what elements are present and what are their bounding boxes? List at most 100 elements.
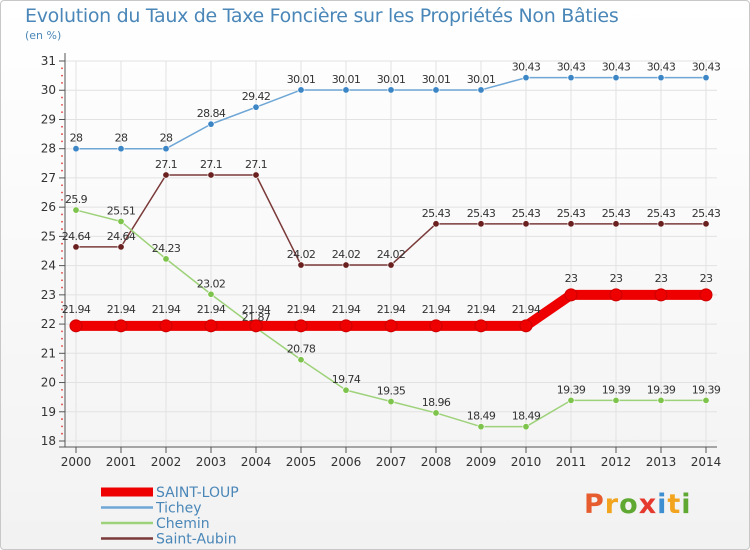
- data-point-saint-aubin: [432, 220, 440, 228]
- y-minor-tick: [61, 67, 63, 70]
- data-point-saint-loup: [429, 319, 443, 333]
- data-point-saint-loup: [699, 288, 713, 302]
- data-label-saint-aubin: 25.43: [692, 207, 721, 220]
- y-minor-tick: [61, 315, 63, 318]
- data-label-saint-loup: 23: [700, 272, 713, 285]
- data-label-tichey: 28: [115, 132, 128, 145]
- data-point-saint-aubin: [252, 171, 260, 179]
- y-tick-label: 25: [41, 229, 56, 243]
- x-tick-label: 2010: [511, 455, 542, 469]
- x-tick-label: 2006: [331, 455, 362, 469]
- y-minor-tick: [61, 396, 63, 399]
- data-label-chemin: 18.49: [512, 410, 541, 423]
- data-label-saint-loup: 23: [565, 272, 578, 285]
- data-label-tichey: 30.43: [692, 61, 721, 74]
- y-minor-tick: [61, 330, 63, 333]
- data-label-chemin: 19.35: [377, 385, 406, 398]
- data-label-tichey: 30.43: [512, 61, 541, 74]
- data-point-tichey: [162, 145, 170, 153]
- data-point-chemin: [207, 290, 215, 298]
- data-label-saint-aubin: 25.43: [557, 207, 586, 220]
- x-tick-label: 2003: [196, 455, 227, 469]
- y-minor-tick: [61, 162, 63, 165]
- y-minor-tick: [61, 337, 63, 340]
- y-minor-tick: [61, 103, 63, 106]
- data-label-tichey: 30.01: [332, 73, 361, 86]
- data-point-chemin: [522, 423, 530, 431]
- data-label-chemin: 19.39: [602, 383, 631, 396]
- data-label-saint-loup: 21.94: [197, 303, 226, 316]
- data-label-saint-loup: 21.94: [242, 303, 271, 316]
- y-minor-tick: [61, 140, 63, 143]
- data-label-saint-aubin: 25.43: [602, 207, 631, 220]
- data-label-saint-aubin: 25.43: [467, 207, 496, 220]
- y-minor-tick: [61, 250, 63, 252]
- data-point-saint-aubin: [522, 220, 530, 228]
- data-label-saint-loup: 21.94: [422, 303, 451, 316]
- data-point-saint-loup: [159, 319, 173, 333]
- data-label-chemin: 25.9: [65, 193, 88, 206]
- y-minor-tick: [61, 345, 63, 347]
- x-tick-label: 2013: [646, 455, 677, 469]
- data-label-chemin: 24.23: [152, 242, 181, 255]
- y-minor-tick: [61, 272, 63, 274]
- y-minor-tick: [61, 359, 63, 362]
- data-label-tichey: 30.01: [467, 73, 496, 86]
- y-minor-tick: [61, 425, 63, 428]
- data-label-saint-loup: 21.94: [152, 303, 181, 316]
- data-label-chemin: 19.39: [692, 383, 721, 396]
- x-tick-label: 2014: [691, 455, 722, 469]
- y-minor-tick: [61, 242, 63, 245]
- data-point-saint-loup: [384, 319, 398, 333]
- data-label-tichey: 30.43: [647, 61, 676, 74]
- data-label-saint-aubin: 24.02: [287, 248, 316, 261]
- y-minor-tick: [61, 155, 63, 157]
- data-point-saint-loup: [69, 319, 83, 333]
- data-label-chemin: 21.87: [242, 311, 271, 324]
- data-point-chemin: [72, 206, 80, 214]
- data-label-saint-aubin: 24.02: [332, 248, 361, 261]
- y-tick-label: 19: [41, 405, 56, 419]
- data-label-saint-aubin: 25.43: [512, 207, 541, 220]
- data-point-saint-aubin: [387, 261, 395, 269]
- data-label-saint-aubin: 27.1: [245, 158, 267, 171]
- data-point-chemin: [702, 396, 710, 404]
- data-point-saint-aubin: [612, 220, 620, 228]
- data-label-chemin: 19.39: [557, 383, 586, 396]
- legend-label: SAINT-LOUP: [156, 485, 239, 501]
- data-point-tichey: [342, 86, 350, 94]
- data-label-chemin: 25.51: [107, 204, 136, 217]
- data-point-saint-aubin: [657, 220, 665, 228]
- y-minor-tick: [61, 279, 63, 282]
- data-point-saint-aubin: [342, 261, 350, 269]
- data-point-saint-aubin: [162, 171, 170, 179]
- data-point-tichey: [657, 74, 665, 82]
- data-point-saint-loup: [339, 319, 353, 333]
- y-tick-label: 23: [41, 288, 56, 302]
- data-label-saint-aubin: 25.43: [422, 207, 451, 220]
- x-tick-label: 2011: [556, 455, 587, 469]
- data-label-saint-aubin: 27.1: [155, 158, 177, 171]
- data-label-saint-aubin: 24.64: [62, 230, 91, 243]
- y-tick-label: 20: [41, 376, 56, 390]
- data-point-tichey: [207, 120, 215, 128]
- data-point-tichey: [387, 86, 395, 94]
- y-minor-tick: [61, 374, 63, 377]
- data-point-saint-loup: [294, 319, 308, 333]
- y-minor-tick: [61, 184, 63, 187]
- x-tick-label: 2008: [421, 455, 452, 469]
- data-point-saint-aubin: [207, 171, 215, 179]
- data-label-tichey: 30.01: [422, 73, 451, 86]
- y-tick-label: 24: [41, 259, 56, 273]
- chart-title: Evolution du Taux de Taxe Foncière sur l…: [25, 5, 619, 27]
- data-point-tichey: [702, 74, 710, 82]
- data-label-tichey: 30.01: [377, 73, 406, 86]
- y-minor-tick: [61, 74, 63, 77]
- data-label-saint-loup: 21.94: [467, 303, 496, 316]
- data-point-saint-aubin: [117, 243, 125, 251]
- data-label-tichey: 30.43: [557, 61, 586, 74]
- data-label-chemin: 19.39: [647, 383, 676, 396]
- data-point-tichey: [297, 86, 305, 94]
